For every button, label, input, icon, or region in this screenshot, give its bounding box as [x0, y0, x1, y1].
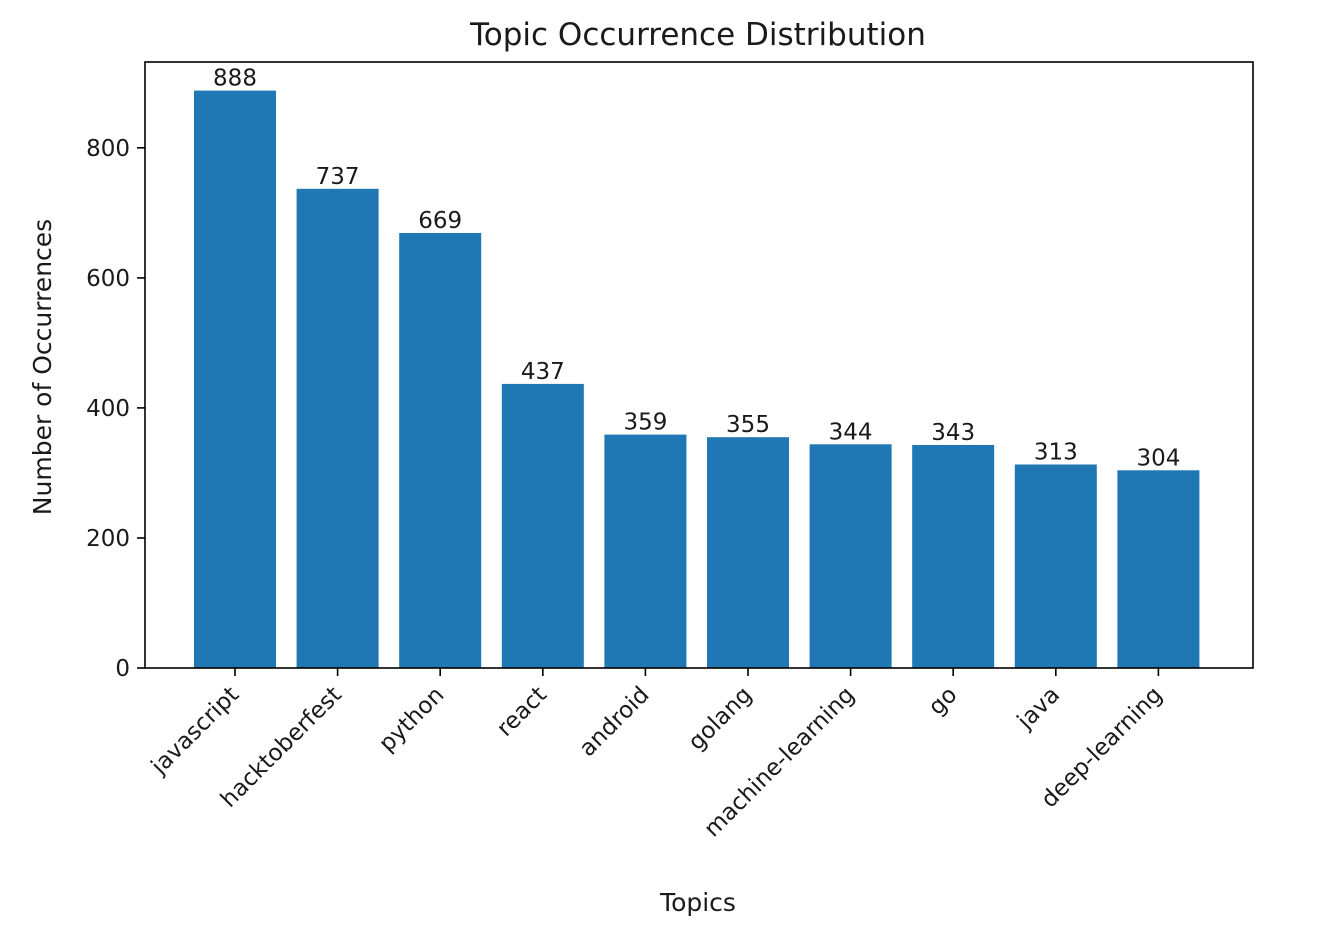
- bar-golang: [707, 437, 789, 668]
- data-label-android: 359: [623, 410, 667, 436]
- bar-javascript: [194, 91, 276, 668]
- bar-deep-learning: [1117, 470, 1199, 668]
- data-label-java: 313: [1034, 440, 1078, 466]
- bar-java: [1015, 465, 1097, 669]
- data-label-machine-learning: 344: [829, 419, 873, 445]
- y-tick-label-800: 800: [86, 136, 130, 162]
- x-tick-label-go: go: [924, 682, 963, 721]
- bar-android: [604, 435, 686, 668]
- bar-machine-learning: [810, 444, 892, 668]
- data-label-python: 669: [418, 208, 462, 234]
- x-tick-label-python: python: [374, 682, 449, 757]
- y-tick-label-200: 200: [86, 526, 130, 552]
- data-label-javascript: 888: [213, 66, 257, 92]
- data-label-golang: 355: [726, 412, 770, 438]
- data-label-go: 343: [931, 420, 975, 446]
- x-tick-label-golang: golang: [683, 682, 757, 756]
- bar-python: [399, 233, 481, 668]
- bar-go: [912, 445, 994, 668]
- data-label-deep-learning: 304: [1136, 445, 1180, 471]
- data-label-react: 437: [521, 359, 565, 385]
- y-axis-label: Number of Occurrences: [28, 219, 57, 515]
- y-tick-label-400: 400: [86, 396, 130, 422]
- x-tick-label-android: android: [575, 682, 655, 762]
- x-axis-label: Topics: [659, 888, 736, 917]
- data-label-hacktoberfest: 737: [316, 164, 360, 190]
- y-tick-label-600: 600: [86, 266, 130, 292]
- y-axis: 0 200 400 600 800: [86, 136, 145, 682]
- chart-title: Topic Occurrence Distribution: [469, 17, 926, 53]
- bar-hacktoberfest: [297, 189, 379, 668]
- bar-react: [502, 384, 584, 668]
- x-tick-label-javascript: javascript: [146, 682, 244, 780]
- y-tick-label-0: 0: [115, 656, 130, 682]
- x-tick-label-react: react: [492, 682, 552, 742]
- x-tick-label-java: java: [1012, 682, 1065, 735]
